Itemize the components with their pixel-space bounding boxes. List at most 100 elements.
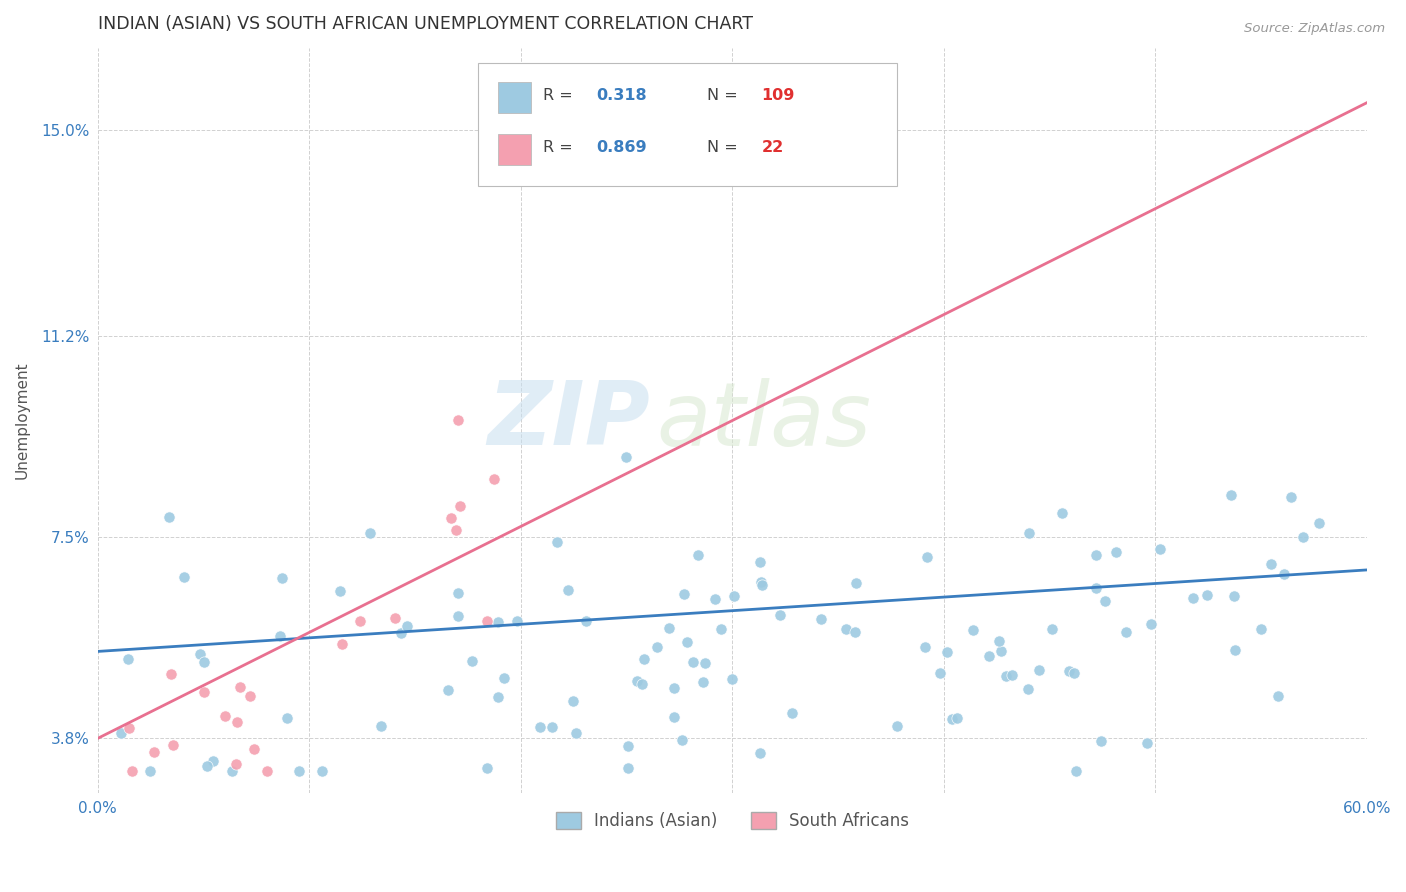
Point	[1308, 516, 1330, 531]
Point	[1274, 567, 1296, 582]
Point	[142, 745, 165, 759]
Point	[662, 681, 685, 696]
Point	[962, 623, 984, 637]
Point	[225, 757, 247, 772]
Point	[1149, 541, 1171, 556]
Point	[384, 611, 406, 625]
Point	[221, 764, 243, 778]
Point	[269, 629, 291, 643]
Point	[193, 655, 215, 669]
Point	[945, 711, 967, 725]
Point	[160, 667, 183, 681]
Point	[118, 721, 141, 735]
Text: ZIP: ZIP	[486, 377, 650, 464]
Point	[329, 583, 352, 598]
Point	[162, 738, 184, 752]
Point	[692, 674, 714, 689]
Point	[117, 652, 139, 666]
Point	[1094, 594, 1116, 608]
Point	[562, 694, 585, 708]
Point	[703, 591, 725, 606]
Point	[239, 689, 262, 703]
Point	[682, 655, 704, 669]
Point	[1197, 589, 1219, 603]
Point	[664, 710, 686, 724]
Point	[396, 619, 419, 633]
FancyBboxPatch shape	[478, 63, 897, 186]
Point	[370, 719, 392, 733]
Point	[256, 764, 278, 778]
Point	[748, 555, 770, 569]
Point	[276, 711, 298, 725]
Point	[631, 676, 654, 690]
Point	[914, 640, 936, 655]
Point	[226, 714, 249, 729]
Point	[1001, 668, 1024, 682]
Text: 109: 109	[762, 87, 794, 103]
Point	[564, 726, 586, 740]
Point	[710, 623, 733, 637]
Point	[810, 611, 832, 625]
Point	[1182, 591, 1205, 605]
Point	[349, 615, 371, 629]
Point	[941, 712, 963, 726]
Point	[1219, 488, 1241, 502]
Point	[477, 615, 499, 629]
Point	[688, 549, 710, 563]
Point	[486, 615, 509, 629]
Text: INDIAN (ASIAN) VS SOUTH AFRICAN UNEMPLOYMENT CORRELATION CHART: INDIAN (ASIAN) VS SOUTH AFRICAN UNEMPLOY…	[98, 15, 752, 33]
Point	[461, 654, 484, 668]
Point	[1260, 557, 1282, 571]
Point	[1105, 544, 1128, 558]
Point	[1059, 665, 1081, 679]
Point	[157, 510, 180, 524]
Point	[749, 574, 772, 589]
Point	[447, 608, 470, 623]
Text: R =: R =	[543, 87, 578, 103]
Point	[1136, 736, 1159, 750]
Point	[201, 754, 224, 768]
Point	[780, 706, 803, 720]
Point	[449, 499, 471, 513]
Point	[440, 511, 463, 525]
Point	[446, 586, 468, 600]
FancyBboxPatch shape	[498, 82, 530, 113]
Text: 0.318: 0.318	[596, 87, 647, 103]
Point	[1063, 665, 1085, 680]
Point	[1017, 682, 1039, 697]
Text: 0.869: 0.869	[596, 140, 647, 155]
Point	[477, 761, 499, 775]
Point	[271, 571, 294, 585]
Text: 22: 22	[762, 140, 783, 155]
Point	[1267, 690, 1289, 704]
Point	[1085, 548, 1108, 562]
Point	[195, 759, 218, 773]
Point	[1064, 764, 1087, 778]
Point	[1250, 623, 1272, 637]
Point	[835, 622, 858, 636]
Point	[671, 732, 693, 747]
Text: Source: ZipAtlas.com: Source: ZipAtlas.com	[1244, 22, 1385, 36]
Point	[546, 535, 568, 549]
Point	[1279, 490, 1302, 504]
Point	[1223, 642, 1246, 657]
Point	[1050, 507, 1073, 521]
Point	[1090, 734, 1112, 748]
Point	[768, 608, 790, 623]
Point	[1028, 663, 1050, 677]
Point	[721, 673, 744, 687]
Point	[482, 472, 505, 486]
Point	[288, 764, 311, 778]
Point	[751, 578, 773, 592]
Point	[193, 685, 215, 699]
Point	[486, 690, 509, 704]
Point	[332, 637, 354, 651]
Point	[121, 764, 143, 778]
Point	[1040, 622, 1063, 636]
Y-axis label: Unemployment: Unemployment	[15, 362, 30, 479]
Point	[242, 742, 264, 756]
Point	[676, 635, 699, 649]
Point	[614, 450, 637, 465]
Point	[1140, 617, 1163, 632]
Point	[645, 640, 668, 654]
